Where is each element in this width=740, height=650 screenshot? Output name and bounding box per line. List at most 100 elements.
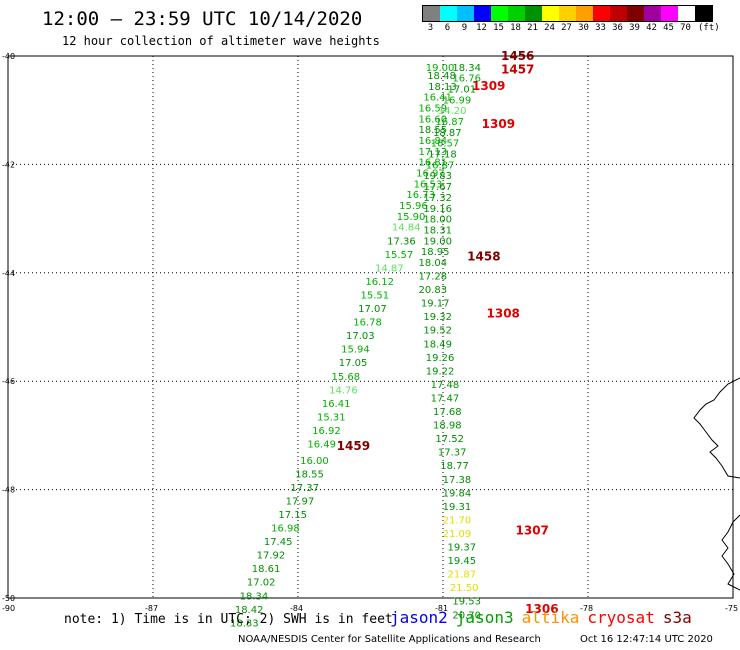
wave-height-value: 15.94 xyxy=(341,345,370,356)
wave-height-value: 16.12 xyxy=(365,277,394,288)
lat-tick-label: -44 xyxy=(2,269,15,278)
lon-tick-label: -87 xyxy=(145,604,158,613)
pass-number: 1307 xyxy=(516,523,549,537)
credit-line: NOAA/NESDIS Center for Satellite Applica… xyxy=(238,634,541,645)
legend-label: 27 xyxy=(561,23,572,33)
wave-height-value: 19.37 xyxy=(448,543,477,554)
legend-label: 36 xyxy=(612,23,623,33)
wave-height-value: 17.32 xyxy=(423,193,452,204)
coastline xyxy=(693,377,740,591)
satellite-label-jason3: jason3 xyxy=(455,608,514,627)
pass-number: 1458 xyxy=(467,250,500,264)
wave-height-value: 18.34 xyxy=(452,63,481,74)
wave-height-value: 17.18 xyxy=(428,150,457,161)
lat-tick-label: -40 xyxy=(2,52,15,61)
wave-height-value: 21.09 xyxy=(443,529,472,540)
legend-swatch xyxy=(474,6,491,21)
wave-height-value: 17.48 xyxy=(431,380,460,391)
wave-height-value: 16.41 xyxy=(423,93,452,104)
wave-height-value: 15.51 xyxy=(361,290,390,301)
coastline-path xyxy=(721,514,740,591)
legend-swatch xyxy=(508,6,525,21)
legend-label: (ft) xyxy=(698,23,720,33)
wave-height-value: 17.68 xyxy=(433,407,462,418)
wave-height-value: 17.02 xyxy=(247,578,276,589)
wave-height-value: 16.76 xyxy=(452,74,481,85)
coastline-path xyxy=(693,377,740,479)
legend-label: 6 xyxy=(444,23,451,33)
legend-label: 18 xyxy=(510,23,521,33)
wave-height-value: 16.97 xyxy=(416,169,445,180)
wave-height-value: 18.00 xyxy=(423,215,452,226)
wave-height-value: 18.55 xyxy=(419,125,448,136)
wave-height-value: 19.83 xyxy=(423,171,452,182)
legend-label: 70 xyxy=(680,23,691,33)
wave-height-value: 18.13 xyxy=(428,82,457,93)
legend-swatch xyxy=(678,6,695,21)
legend-swatch xyxy=(491,6,508,21)
legend-swatch xyxy=(525,6,542,21)
wave-height-value: 18.98 xyxy=(433,421,462,432)
legend-swatch xyxy=(576,6,593,21)
wave-height-value: 17.03 xyxy=(346,331,375,342)
satellite-legend: jason2 jason3 altika cryosat s3a xyxy=(390,608,700,627)
wave-height-value: 17.97 xyxy=(286,496,315,507)
wave-height-value: 21.50 xyxy=(450,583,479,594)
wave-height-value: 16.99 xyxy=(443,95,472,106)
wave-height-value: 16.59 xyxy=(419,103,448,114)
wave-height-value: 17.15 xyxy=(278,510,307,521)
lon-tick-label: -84 xyxy=(290,604,303,613)
wave-height-labels: 19.0018.4818.1316.4116.5916.6018.5516.84… xyxy=(230,49,559,629)
wave-height-value: 21.70 xyxy=(443,515,472,526)
legend-swatch xyxy=(644,6,661,21)
wave-height-value: 18.33 xyxy=(230,618,259,629)
footnote: note: 1) Time is in UTC; 2) SWH is in fe… xyxy=(64,612,393,627)
wave-height-value: 20.70 xyxy=(452,610,481,621)
wave-height-value: 19.00 xyxy=(423,236,452,247)
page-subtitle: 12 hour collection of altimeter wave hei… xyxy=(62,34,380,48)
satellite-label-cryosat: cryosat xyxy=(587,608,655,627)
wave-height-value: 18.04 xyxy=(419,258,448,269)
wave-height-value: 17.28 xyxy=(419,272,448,283)
wave-height-value: 16.78 xyxy=(353,318,382,329)
wave-height-value: 16.53 xyxy=(414,179,443,190)
wave-height-value: 19.52 xyxy=(423,326,452,337)
lat-tick-label: -50 xyxy=(2,594,15,603)
pass-number: 1309 xyxy=(482,117,515,131)
map-frame xyxy=(7,55,734,599)
wave-height-value: 17.47 xyxy=(431,393,460,404)
wave-height-value: 18.95 xyxy=(421,247,450,258)
legend-swatch xyxy=(627,6,644,21)
legend-label: 3 xyxy=(427,23,434,33)
legend-label: 45 xyxy=(663,23,674,33)
pass-number: 1456 xyxy=(501,49,534,63)
legend-swatch xyxy=(457,6,474,21)
wave-height-value: 17.13 xyxy=(419,147,448,158)
legend-swatch xyxy=(559,6,576,21)
legend-label: 30 xyxy=(578,23,589,33)
satellite-label-s3a: s3a xyxy=(662,608,692,627)
wave-height-value: 18.31 xyxy=(423,225,452,236)
pass-number: 1308 xyxy=(487,306,520,320)
lat-tick-label: -48 xyxy=(2,486,15,495)
map-grid xyxy=(8,56,733,598)
wave-height-value: 19.00 xyxy=(426,63,455,74)
satellite-label-jason2: jason2 xyxy=(390,608,448,627)
wave-height-value: 14.87 xyxy=(375,263,404,274)
wave-height-value: 15.68 xyxy=(332,372,361,383)
wave-height-value: 16.87 xyxy=(426,160,455,171)
wave-height-value: 18.55 xyxy=(295,469,324,480)
lon-tick-label: -81 xyxy=(435,604,448,613)
wave-height-value: 16.92 xyxy=(312,426,341,437)
wave-height-value: 17.92 xyxy=(257,551,286,562)
page-title: 12:00 — 23:59 UTC 10/14/2020 xyxy=(42,8,363,30)
wave-height-value: 18.48 xyxy=(427,71,456,82)
legend-label: 12 xyxy=(476,23,487,33)
wave-height-value: 16.41 xyxy=(322,399,351,410)
satellite-label-altika: altika xyxy=(521,608,580,627)
wave-height-value: 18.77 xyxy=(440,461,469,472)
wave-height-value: 16.00 xyxy=(300,456,329,467)
wave-height-value: 16.57 xyxy=(431,139,460,150)
wave-height-value: 15.31 xyxy=(317,412,346,423)
